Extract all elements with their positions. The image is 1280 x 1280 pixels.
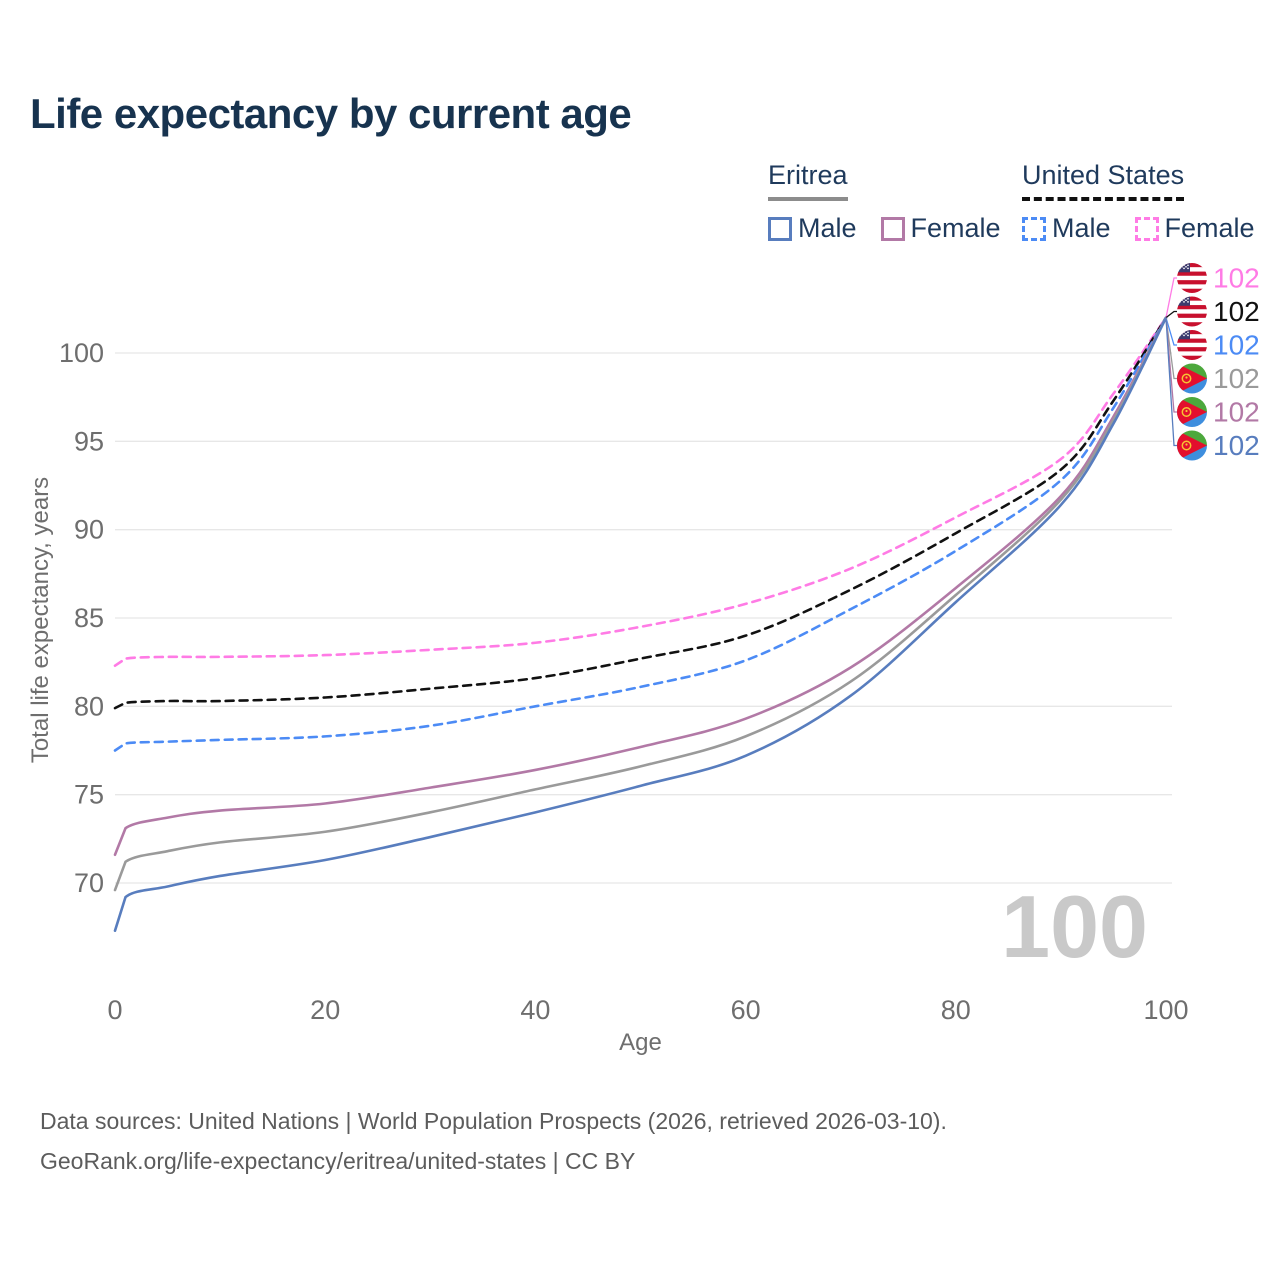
eritrea-female-swatch-icon	[880, 216, 905, 241]
y-tick-95: 95	[74, 426, 104, 456]
x-tick-100: 100	[1143, 995, 1188, 1025]
legend-label-eritrea-male: Male	[798, 213, 857, 243]
end-value-us_all: 102	[1213, 296, 1260, 327]
series-line-us_all	[113, 316, 1168, 710]
legend-label-us-female: Female	[1164, 213, 1255, 243]
x-axis-label: Age	[619, 1029, 662, 1056]
y-tick-75: 75	[74, 780, 104, 810]
legend-country-united-states: United States	[1022, 160, 1185, 201]
y-tick-90: 90	[74, 515, 104, 545]
x-tick-20: 20	[310, 995, 340, 1025]
y-tick-100: 100	[59, 338, 104, 368]
leader-line-us_all	[1165, 310, 1177, 319]
eritrea-flag-icon	[1177, 430, 1207, 461]
us-flag-icon	[1177, 330, 1207, 360]
end-value-us_male: 102	[1213, 330, 1260, 361]
leader-line-er_female	[1165, 317, 1177, 413]
y-tick-70: 70	[74, 868, 104, 898]
end-value-us_female: 102	[1213, 263, 1260, 294]
series-line-er_male	[113, 316, 1168, 932]
us-male-swatch-icon	[1022, 216, 1046, 241]
x-tick-60: 60	[731, 995, 761, 1025]
end-value-er_all: 102	[1213, 363, 1260, 394]
series-lines	[113, 316, 1168, 932]
series-line-er_all	[113, 316, 1168, 892]
eritrea-flag-icon	[1177, 363, 1207, 394]
leader-line-er_all	[1165, 317, 1177, 380]
x-tick-0: 0	[107, 995, 122, 1025]
leader-line-us_female	[1165, 277, 1177, 318]
us-flag-icon	[1177, 263, 1207, 293]
page-title: Life expectancy by current age	[30, 90, 632, 137]
y-tick-85: 85	[74, 603, 104, 633]
end-value-er_female: 102	[1213, 397, 1260, 428]
legend-group-eritrea: Eritrea Male Female	[768, 160, 1019, 244]
x-tick-40: 40	[520, 995, 550, 1025]
x-tick-80: 80	[941, 995, 971, 1025]
us-female-swatch-icon	[1134, 216, 1159, 241]
eritrea-male-swatch-icon	[768, 216, 792, 241]
gridlines	[115, 352, 1172, 884]
attribution-text: GeoRank.org/life-expectancy/eritrea/unit…	[40, 1148, 636, 1174]
series-line-er_female	[113, 316, 1168, 857]
age-watermark: 100	[1001, 877, 1148, 976]
y-tick-80: 80	[74, 691, 104, 721]
us-flag-icon	[1177, 296, 1207, 327]
end-value-er_male: 102	[1213, 430, 1260, 461]
data-sources-text: Data sources: United Nations | World Pop…	[40, 1108, 947, 1134]
legend-country-eritrea: Eritrea	[768, 160, 848, 201]
y-axis-label: Total life expectancy, years	[27, 477, 54, 763]
series-line-us_male	[113, 316, 1168, 752]
legend-label-eritrea-female: Female	[910, 213, 1001, 243]
series-line-us_female	[113, 316, 1168, 667]
eritrea-flag-icon	[1177, 397, 1207, 427]
axes: 70 75 80 85 90 95 100 0 20 40 60 80 100 Age Total life…	[27, 338, 1189, 1056]
leader-line-us_male	[1165, 317, 1177, 346]
legend-group-united-states: United States Male Female	[1022, 160, 1273, 244]
watermark-age-value: 100	[1001, 877, 1148, 976]
leader-line-er_male	[1165, 317, 1177, 447]
legend-label-us-male: Male	[1052, 213, 1111, 243]
